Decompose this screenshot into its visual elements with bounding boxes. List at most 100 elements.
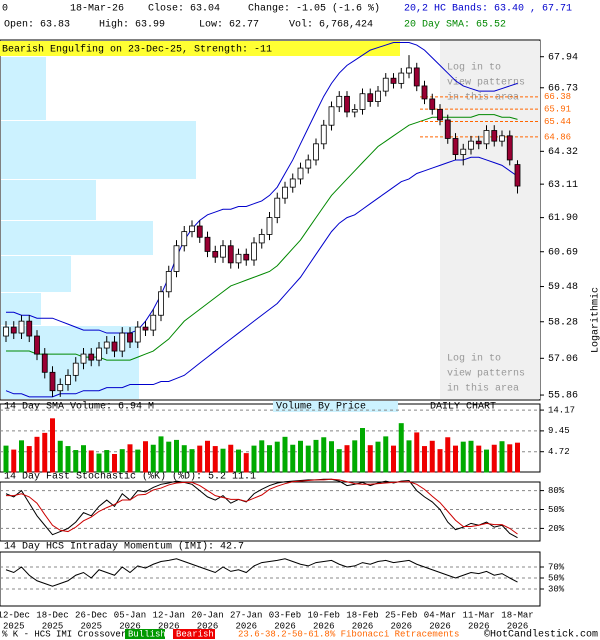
volume-bar: [57, 440, 63, 473]
x-tick-label: 2026: [119, 621, 141, 631]
x-tick-label: 18-Feb: [346, 610, 378, 620]
locked-text: in this area: [447, 92, 519, 104]
close: Close: 63.04: [148, 3, 220, 15]
pattern-box: [0, 41, 400, 56]
stoch-title: 14 Day Fast Stochastic (%K) (%D): 5.2 11…: [4, 471, 256, 483]
band-line: [5, 156, 518, 398]
volume-bar: [34, 436, 40, 473]
bearish-bg: [173, 629, 215, 639]
volume-bar: [267, 445, 272, 473]
volume-bar: [205, 440, 210, 473]
candle-body: [103, 341, 110, 349]
volume-bar: [189, 449, 195, 473]
x-tick-label: 2026: [235, 621, 257, 631]
candle-body: [88, 353, 95, 361]
candle-body: [266, 217, 273, 235]
x-tick-label: 2025: [80, 621, 102, 631]
x-tick-label: 2026: [390, 621, 412, 631]
candle-body: [491, 130, 498, 142]
x-tick-label: 2026: [429, 621, 451, 631]
candle-body: [274, 197, 281, 219]
y-tick-label: 61.90: [548, 213, 578, 224]
y-tick-label: 50%: [548, 505, 565, 515]
volume-bar: [499, 441, 505, 473]
candle-body: [165, 271, 172, 293]
y-tick-label: 80%: [548, 486, 565, 496]
candle-body: [367, 93, 374, 102]
volume-bar: [321, 437, 327, 473]
candle-body: [421, 85, 428, 100]
x-tick-label: 2026: [507, 621, 529, 631]
y-tick-label: 70%: [548, 562, 565, 572]
candle-body: [57, 384, 64, 392]
candle-body: [297, 167, 304, 180]
volume-bar: [437, 449, 443, 473]
candle-body: [398, 72, 405, 84]
candle-body: [506, 135, 513, 161]
x-tick-label: 04-Mar: [424, 610, 456, 620]
candle-body: [336, 95, 343, 108]
bullish-bg: [125, 629, 165, 639]
candle-body: [227, 245, 234, 264]
candle-body: [429, 98, 436, 110]
y-tick-label: 63.11: [548, 180, 578, 191]
candle-body: [444, 119, 451, 139]
bands-label: 20,2 HC Bands: 63.40 , 67.71: [404, 3, 572, 15]
fib-label: 66.38: [544, 92, 571, 102]
y-tick-label: 14.17: [548, 405, 575, 415]
volume: Vol: 6,768,424: [289, 19, 373, 31]
candle-body: [65, 374, 71, 385]
volume-bar: [515, 442, 520, 473]
volume-bar: [166, 441, 172, 473]
candle-body: [18, 320, 25, 334]
volume-bar: [220, 448, 226, 473]
volume-bar: [243, 453, 249, 473]
volume-bar: [453, 445, 458, 473]
volume-bar: [484, 449, 489, 473]
high: High: 63.99: [99, 19, 165, 31]
volume-bar: [398, 423, 404, 473]
volume-bar: [81, 445, 86, 473]
y-tick-label: 9.45: [548, 426, 570, 436]
volume-bar: [445, 437, 451, 473]
y-tick-label: 30%: [548, 584, 565, 594]
vbp-bar: [1, 180, 96, 220]
volume-bar: [228, 444, 234, 473]
candle-body: [41, 353, 48, 373]
candle-body: [475, 140, 482, 145]
y-tick-label: 58.28: [548, 317, 578, 328]
candle-body: [26, 320, 33, 337]
imi-title: 14 Day HCS Intraday Momentum (IMI): 42.7: [4, 541, 244, 553]
date: 18-Mar-26: [70, 4, 124, 15]
candle-body: [375, 90, 381, 102]
candle-body: [483, 130, 490, 145]
volume-bar: [282, 436, 288, 473]
candle-body: [127, 332, 133, 343]
x-tick-label: 11-Mar: [463, 610, 495, 620]
change: Change: -1.05 (-1.6 %): [248, 3, 380, 15]
candle-body: [34, 335, 40, 355]
x-tick-label: 2026: [274, 621, 296, 631]
volume-bar: [491, 444, 497, 473]
candle-body: [158, 291, 164, 316]
volume-bar: [383, 436, 389, 473]
candle-body: [3, 326, 9, 337]
candle-body: [437, 108, 443, 121]
candle-body: [390, 77, 397, 84]
volume-bar: [19, 440, 24, 473]
volume-title: 14 Day SMA Volume: 6.94 M: [4, 401, 154, 413]
locked-text: view patterns: [447, 368, 525, 380]
volume-bar: [344, 445, 350, 473]
y-tick-label: 55.86: [548, 391, 578, 402]
vbp-title: Volume By Price: [276, 401, 366, 413]
volume-bar: [73, 450, 79, 473]
volume-bar: [507, 444, 513, 473]
volume-bar: [174, 439, 179, 473]
x-tick-label: 27-Jan: [230, 610, 262, 620]
x-tick-label: 12-Jan: [153, 610, 185, 620]
candle-body: [72, 362, 79, 376]
candle-body: [344, 95, 350, 113]
candle-body: [452, 138, 459, 155]
vbp-bar: [1, 121, 196, 179]
x-tick-label: 18-Dec: [36, 610, 68, 620]
